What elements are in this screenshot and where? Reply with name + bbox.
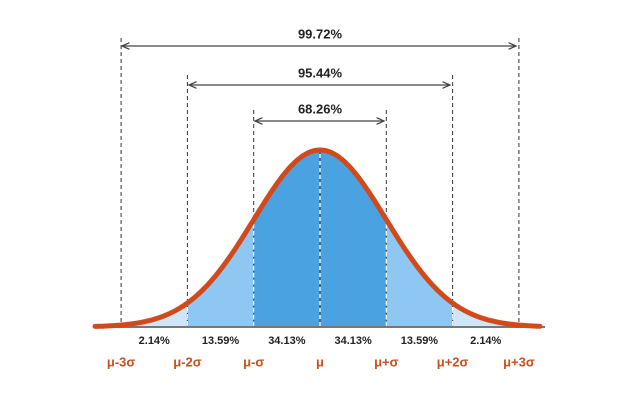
sigma-label: μ-σ: [243, 354, 264, 369]
curve-group: [92, 38, 545, 330]
region-label: 13.59%: [401, 335, 439, 347]
sigma-label: μ-2σ: [173, 354, 202, 369]
labels: 2.14% 13.59% 34.13% 34.13% 13.59% 2.14%μ-3σ μ-…: [107, 335, 535, 370]
sigma-label: μ+σ: [374, 354, 399, 369]
region-label: 34.13%: [268, 335, 306, 347]
region-area: [320, 150, 387, 327]
normal-curve: [92, 147, 543, 329]
span-label: 68.26%: [298, 101, 343, 116]
sigma-label: μ+3σ: [503, 354, 535, 369]
span-label: 95.44%: [298, 65, 343, 80]
arrows: [122, 46, 516, 121]
region-label: 13.59%: [202, 335, 240, 347]
region-area: [452, 303, 519, 327]
region-label: 2.14%: [470, 335, 501, 347]
region-area: [121, 303, 188, 327]
region-area: [253, 150, 320, 327]
sigma-label: μ: [316, 354, 324, 369]
sigma-label: μ-3σ: [107, 354, 136, 369]
region-label: 34.13%: [334, 335, 372, 347]
sigma-label: μ+2σ: [437, 354, 469, 369]
span-label: 99.72%: [298, 26, 343, 41]
region-label: 2.14%: [139, 335, 170, 347]
